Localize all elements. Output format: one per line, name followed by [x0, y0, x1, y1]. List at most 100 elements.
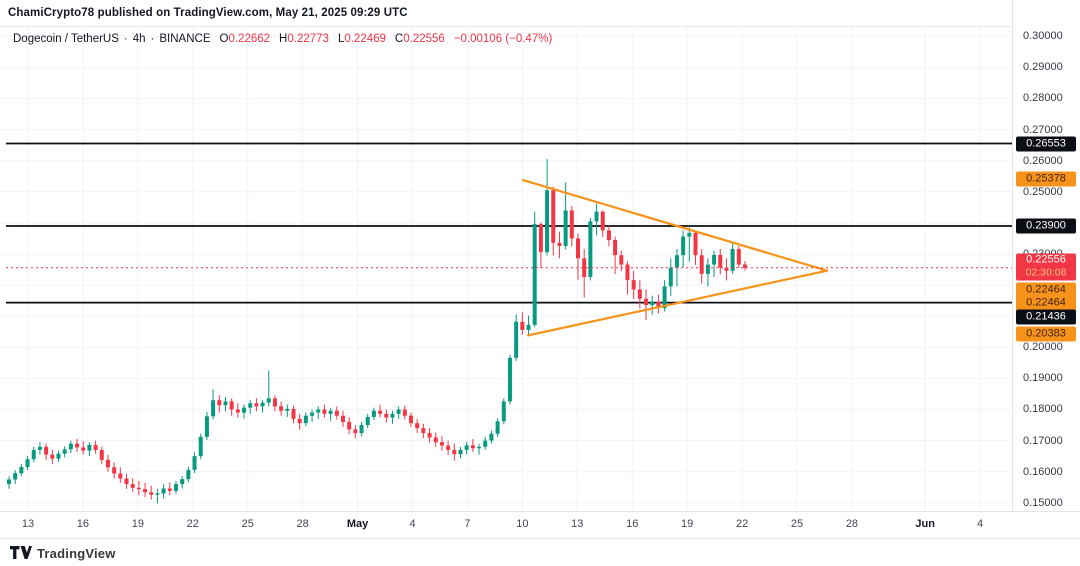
candle-body — [625, 264, 630, 281]
candle-body — [248, 403, 253, 408]
interval-label[interactable]: 4h — [132, 33, 146, 45]
candle-body — [328, 410, 333, 414]
triangle-lower-trendline[interactable] — [526, 269, 829, 337]
candle-body — [130, 484, 135, 488]
candle-body — [359, 425, 364, 434]
candle-body — [569, 210, 574, 239]
time-tick-label: 28 — [296, 518, 309, 530]
candle-body — [742, 264, 747, 268]
time-tick-month-label: May — [346, 518, 369, 530]
candle-body — [161, 488, 166, 494]
candle-body — [347, 421, 352, 430]
candle-body — [551, 190, 556, 243]
candle-body — [229, 401, 234, 410]
candle-body — [712, 254, 717, 265]
candle-body — [173, 484, 178, 491]
candle-body — [118, 473, 123, 479]
candle-body — [409, 415, 414, 424]
candle-body — [718, 254, 723, 268]
candle-body — [644, 298, 649, 305]
candle-body — [180, 479, 185, 485]
tradingview-attribution[interactable]: TradingView — [10, 543, 116, 563]
ohlc-high: H0.22773 — [279, 33, 329, 45]
candle-body — [353, 429, 358, 434]
candle-body — [650, 301, 655, 305]
candle-body — [291, 408, 296, 419]
candle-body — [186, 469, 191, 480]
candle-body — [285, 408, 290, 411]
candle-body — [390, 413, 395, 418]
candle-body — [730, 249, 735, 271]
candle-body — [143, 489, 148, 493]
candle-body — [520, 321, 525, 330]
candle-body — [446, 445, 451, 450]
candle-body — [588, 221, 593, 278]
triangle-upper-trendline[interactable] — [521, 178, 829, 272]
candle-body — [37, 446, 42, 450]
candle-body — [25, 459, 30, 468]
legend-separator: · — [123, 33, 128, 45]
candle-body — [557, 242, 562, 246]
candle-body — [105, 459, 110, 468]
time-axis[interactable]: 13 16 19 22 25 28 May 4 7 10 13 16 19 22 25 28 Jun 4 — [0, 511, 1080, 539]
tradingview-logo-text: TradingView — [37, 545, 116, 561]
candle-body — [371, 410, 376, 417]
candle-body — [514, 321, 519, 358]
candle-body — [68, 443, 73, 450]
time-tick-label: 13 — [21, 518, 35, 530]
candle-body — [687, 232, 692, 237]
candle-body — [13, 473, 18, 480]
candle-body — [415, 423, 420, 429]
price-tick-label: 0.20000 — [1023, 341, 1063, 354]
candle-body — [93, 444, 98, 450]
candle-body — [668, 267, 673, 287]
candle-body — [619, 255, 624, 265]
candle-body — [316, 409, 321, 413]
price-tick-label: 0.19000 — [1023, 372, 1063, 385]
candle-body — [384, 413, 389, 418]
candle-body — [576, 238, 581, 259]
time-tick-label: 10 — [516, 518, 529, 530]
attribution-bar: ChamiCrypto78 published on TradingView.c… — [0, 0, 1080, 27]
candle-body — [538, 224, 543, 253]
candle-body — [396, 409, 401, 414]
candle-body — [322, 409, 327, 414]
time-tick-label: 4 — [977, 518, 984, 530]
candle-body — [470, 445, 475, 449]
candle-body — [483, 440, 488, 447]
legend-separator: · — [150, 33, 155, 45]
candle-body — [600, 211, 605, 231]
current-price-badge: 0.22556 02:30:08 — [1016, 253, 1076, 281]
candle-body — [458, 449, 463, 455]
chart-canvas[interactable] — [0, 0, 1012, 511]
candle-body — [501, 401, 506, 422]
candle-body — [421, 428, 426, 434]
candle-body — [582, 258, 587, 278]
candle-body — [217, 400, 222, 406]
price-tick-label: 0.15000 — [1023, 496, 1063, 509]
symbol-legend: Dogecoin / TetherUS · 4h · BINANCE O0.22… — [13, 31, 552, 47]
candle-body — [340, 415, 345, 422]
candle-body — [594, 211, 599, 222]
tradingview-logo-icon — [10, 546, 32, 559]
candle-body — [495, 421, 500, 434]
time-tick-label: 19 — [131, 518, 144, 530]
time-tick-label: 13 — [571, 518, 584, 530]
drawing-price-badge: 0.22464 — [1016, 282, 1076, 298]
candle-body — [99, 449, 104, 460]
candle-body — [204, 416, 209, 437]
price-tick-label: 0.27000 — [1023, 123, 1063, 136]
level-price-badge: 0.21436 — [1016, 309, 1076, 325]
candle-body — [433, 437, 438, 443]
candle-body — [489, 433, 494, 441]
symbol-title[interactable]: Dogecoin / TetherUS — [13, 33, 119, 45]
time-tick-label: 16 — [626, 518, 639, 530]
price-axis[interactable]: 0.30000 0.29000 0.28000 0.27000 0.26000 0.250… — [1012, 0, 1080, 511]
time-tick-label: 19 — [681, 518, 694, 530]
candle-body — [631, 280, 636, 290]
candle-body — [613, 239, 618, 256]
time-tick-label: 7 — [464, 518, 471, 530]
candle-body — [87, 444, 92, 451]
candle-body — [637, 289, 642, 299]
